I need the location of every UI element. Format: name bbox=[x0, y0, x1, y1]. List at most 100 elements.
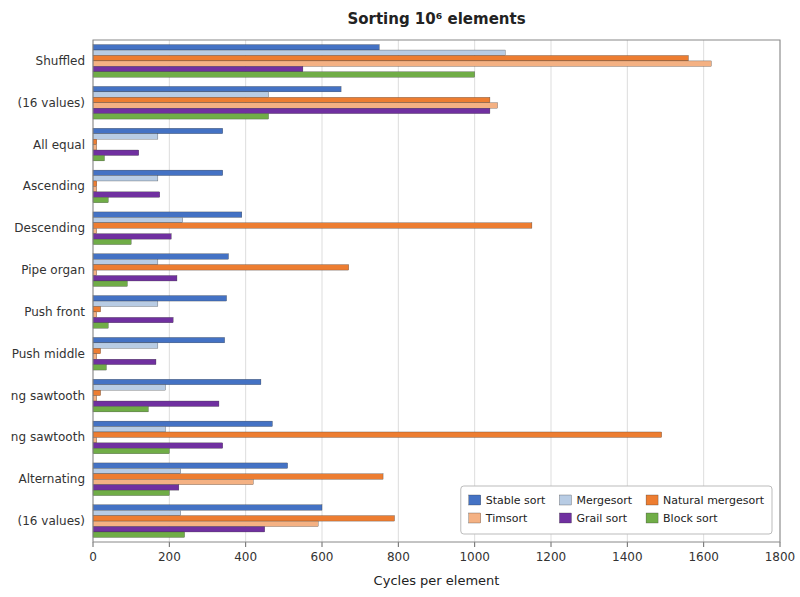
tick-label: 600 bbox=[311, 550, 334, 564]
bar bbox=[93, 66, 303, 71]
tick-mark bbox=[551, 542, 552, 547]
bar bbox=[93, 312, 97, 317]
bar bbox=[93, 86, 341, 91]
tick-label: 400 bbox=[234, 550, 257, 564]
legend-label: Mergesort bbox=[576, 494, 632, 507]
legend-label: Natural mergesort bbox=[663, 494, 765, 507]
bar bbox=[93, 50, 505, 55]
grid-line bbox=[474, 40, 475, 542]
tick-label: 200 bbox=[158, 550, 181, 564]
bar bbox=[93, 239, 131, 244]
bar bbox=[93, 348, 101, 353]
tick-mark bbox=[627, 542, 628, 547]
bar bbox=[93, 406, 148, 411]
bar bbox=[93, 510, 181, 515]
bar bbox=[93, 170, 223, 175]
grid-line bbox=[551, 40, 552, 542]
bar bbox=[93, 259, 158, 264]
bar bbox=[93, 254, 228, 259]
bar bbox=[93, 92, 269, 97]
bar bbox=[93, 527, 265, 532]
bar bbox=[93, 448, 169, 453]
bar bbox=[93, 61, 711, 66]
category-label: All equal bbox=[33, 138, 85, 152]
chart: Sorting 10⁶ elements02004006008001000120… bbox=[0, 0, 800, 597]
bar bbox=[93, 234, 171, 239]
legend-swatch bbox=[469, 513, 481, 523]
legend-label: Grail sort bbox=[576, 512, 627, 525]
bar bbox=[93, 276, 177, 281]
title: Sorting 10⁶ elements bbox=[347, 10, 525, 28]
bar bbox=[93, 270, 97, 275]
bar bbox=[93, 97, 490, 102]
tick-label: 1800 bbox=[765, 550, 796, 564]
bar bbox=[93, 463, 288, 468]
tick-mark bbox=[780, 542, 781, 547]
tick-mark bbox=[93, 542, 94, 547]
legend-label: Stable sort bbox=[486, 494, 546, 507]
bar bbox=[93, 223, 532, 228]
bar bbox=[93, 385, 166, 390]
tick-label: 1400 bbox=[612, 550, 643, 564]
category-label: Shuffled bbox=[36, 54, 85, 68]
legend: Stable sort Mergesort Natural mergesort Tim… bbox=[461, 486, 772, 534]
tick-mark bbox=[169, 542, 170, 547]
bar bbox=[93, 521, 318, 526]
bar bbox=[93, 150, 139, 155]
bar bbox=[93, 114, 269, 119]
category-label: Push middle bbox=[12, 347, 85, 361]
bar bbox=[93, 181, 97, 186]
tick-mark bbox=[474, 542, 475, 547]
bar bbox=[93, 197, 108, 202]
bar bbox=[93, 437, 97, 442]
bar bbox=[93, 337, 225, 342]
grid-line bbox=[398, 40, 399, 542]
bar bbox=[93, 108, 490, 113]
bar bbox=[93, 192, 160, 197]
legend-label: Timsort bbox=[485, 512, 528, 525]
bar bbox=[93, 354, 97, 359]
category-label: (16 values) bbox=[18, 96, 85, 110]
legend-swatch bbox=[559, 513, 571, 523]
category-label: Alternating bbox=[18, 472, 85, 486]
grid bbox=[93, 40, 780, 542]
legend-swatch bbox=[646, 513, 658, 523]
bar bbox=[93, 479, 253, 484]
bar bbox=[93, 45, 379, 50]
legend-label: Block sort bbox=[663, 512, 718, 525]
bar bbox=[93, 134, 158, 139]
tick-mark bbox=[398, 542, 399, 547]
bar bbox=[93, 317, 173, 322]
bar bbox=[93, 155, 104, 160]
grid-line bbox=[627, 40, 628, 542]
legend-swatch bbox=[469, 495, 481, 505]
bar bbox=[93, 365, 106, 370]
bar bbox=[93, 72, 475, 77]
grid-line bbox=[322, 40, 323, 542]
bar bbox=[93, 443, 223, 448]
bar bbox=[93, 186, 97, 191]
bar bbox=[93, 281, 127, 286]
bar bbox=[93, 176, 158, 181]
bar bbox=[93, 390, 101, 395]
bar bbox=[93, 432, 662, 437]
bar bbox=[93, 396, 97, 401]
bar bbox=[93, 474, 383, 479]
tick-mark bbox=[322, 542, 323, 547]
tick-mark bbox=[703, 542, 704, 547]
bar bbox=[93, 265, 349, 270]
legend-swatch bbox=[559, 495, 571, 505]
bar bbox=[93, 468, 181, 473]
bar bbox=[93, 505, 322, 510]
bar bbox=[93, 323, 108, 328]
category-label: Descending bbox=[14, 221, 85, 235]
bar bbox=[93, 217, 183, 222]
tick-label: 1200 bbox=[536, 550, 567, 564]
bar bbox=[93, 421, 272, 426]
category-label: Ascending bbox=[23, 179, 85, 193]
bar bbox=[93, 401, 219, 406]
tick-label: 800 bbox=[387, 550, 410, 564]
bar bbox=[93, 306, 101, 311]
category-label: ng sawtooth bbox=[11, 430, 85, 444]
category-label: Push front bbox=[24, 305, 85, 319]
